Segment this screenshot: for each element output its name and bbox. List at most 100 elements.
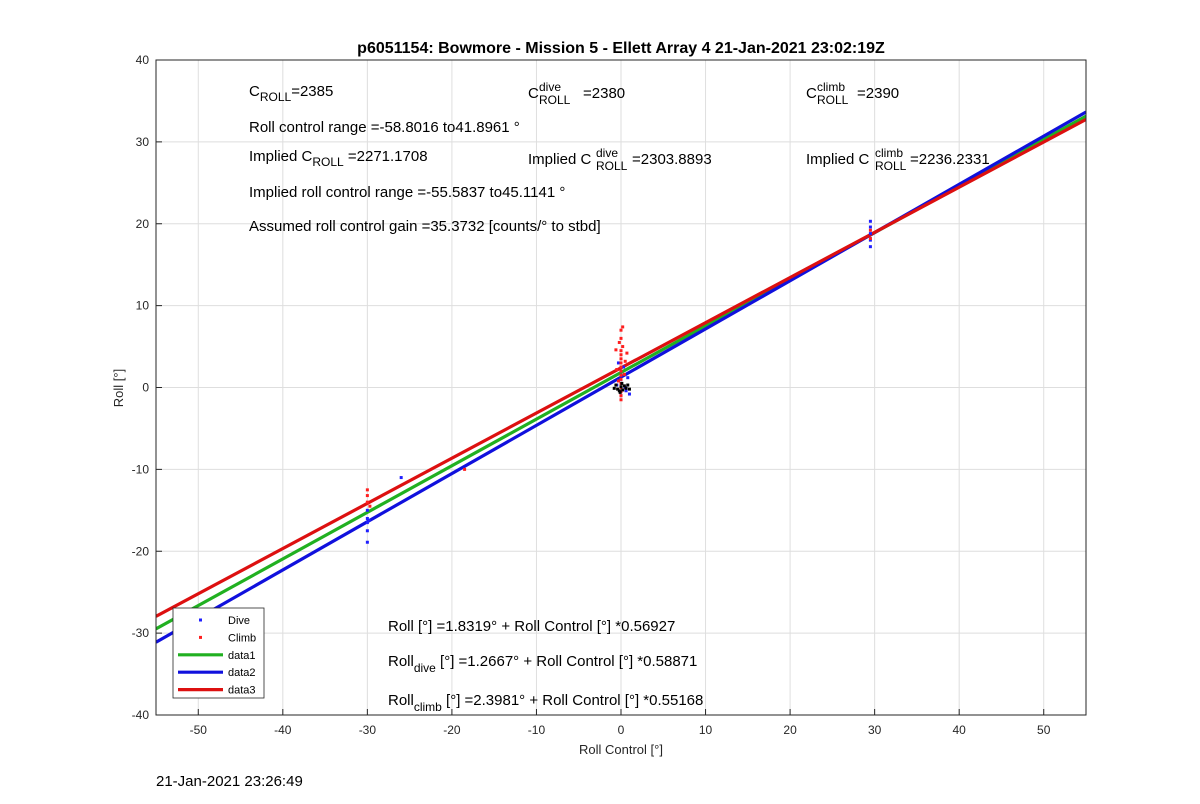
climb-point: [619, 336, 623, 340]
annotation-c-roll-climb-sup: climb: [817, 80, 845, 94]
y-tick-label: 20: [136, 217, 150, 231]
annotation-implied-c-roll-dive-value: =2303.8893: [632, 151, 712, 168]
climb-point: [868, 236, 872, 240]
y-tick-label: 10: [136, 299, 150, 313]
climb-point: [368, 504, 372, 508]
annotation-implied-c-roll-dive: Implied C: [528, 151, 592, 168]
annotation-implied-c-roll-dive-sub: ROLL: [596, 159, 628, 173]
dive-point: [365, 521, 369, 525]
x-axis-label: Roll Control [°]: [579, 742, 663, 757]
annotation-fit-all: Roll [°] =1.8319° + Roll Control [°] *0.…: [388, 618, 675, 635]
legend-label-dive: Dive: [228, 615, 250, 627]
annotation-c-roll-dive-sup: dive: [539, 80, 561, 94]
x-tick-label: 20: [783, 723, 797, 737]
dive-point: [622, 365, 626, 369]
x-tick-label: -10: [528, 723, 546, 737]
legend-marker-dive: [199, 618, 202, 622]
dive-point: [399, 476, 403, 480]
climb-point: [619, 365, 623, 369]
fit-line-data2: [156, 110, 1086, 644]
annotation-c-roll-dive: C: [528, 85, 539, 102]
dive-point: [868, 245, 872, 249]
dive-point: [868, 219, 872, 223]
x-tick-label: 50: [1037, 723, 1051, 737]
dive-point: [626, 376, 630, 380]
climb-point: [619, 398, 623, 402]
x-tick-label: 30: [868, 723, 882, 737]
print-timestamp: 21-Jan-2021 23:26:49: [156, 773, 303, 790]
climb-point: [622, 372, 626, 376]
climb-point: [623, 359, 627, 363]
dive-point: [616, 361, 620, 365]
plot-frame: [155, 59, 1087, 716]
climb-point: [868, 228, 872, 232]
climb-point: [615, 367, 619, 371]
y-axis-label: Roll [°]: [111, 369, 126, 407]
annotation-c-roll: CROLL=2385: [249, 83, 333, 104]
legend-marker-climb: [199, 635, 202, 639]
unlabeled-point: [626, 383, 630, 387]
climb-point: [463, 467, 467, 471]
climb-point: [625, 351, 629, 355]
climb-point: [619, 361, 623, 365]
unlabeled-point: [621, 388, 625, 392]
climb-point: [619, 377, 623, 381]
legend-box: [172, 607, 265, 699]
climb-point: [619, 353, 623, 357]
annotation-implied-c-roll-climb-sub: ROLL: [875, 159, 907, 173]
climb-point: [621, 325, 625, 329]
x-tick-label: 10: [699, 723, 713, 737]
annotation-c-roll-dive-value: =2380: [583, 85, 625, 102]
annotation-implied-c-roll-dive-sup: dive: [596, 146, 618, 160]
y-tick-label: -40: [132, 708, 150, 722]
dive-point: [365, 529, 369, 533]
climb-point: [619, 349, 623, 353]
annotation-implied-range: Implied roll control range =-55.5837 to4…: [249, 184, 565, 201]
annotation-fit-dive: Rolldive [°] =1.2667° + Roll Control [°]…: [388, 653, 697, 675]
climb-point: [621, 345, 625, 349]
x-tick-label: -50: [190, 723, 208, 737]
x-tick-label: -20: [443, 723, 461, 737]
dive-point: [365, 508, 369, 512]
x-tick-label: -30: [359, 723, 377, 737]
chart-title: p6051154: Bowmore - Mission 5 - Ellett A…: [357, 40, 885, 57]
unlabeled-point: [614, 383, 618, 387]
dive-point: [365, 517, 369, 520]
annotation-c-roll-climb-sub: ROLL: [817, 93, 849, 107]
annotation-implied-c-roll-climb: Implied C: [806, 151, 870, 168]
annotation-c-roll-climb: C: [806, 85, 817, 102]
unlabeled-point: [627, 387, 631, 391]
dive-point: [367, 518, 371, 522]
legend-label-data1: data1: [228, 650, 256, 662]
climb-point: [619, 328, 623, 332]
dive-point: [624, 389, 628, 393]
annotation-implied-c-roll: Implied CROLL =2271.1708: [249, 148, 428, 169]
legend: Dive Climb data1 data2 data3: [172, 607, 265, 699]
unlabeled-point: [622, 384, 626, 388]
climb-point: [619, 357, 623, 361]
climb-point: [619, 394, 623, 398]
unlabeled-point: [616, 387, 620, 391]
unlabeled-point: [619, 385, 623, 389]
y-tick-label: 0: [142, 381, 149, 395]
dive-point: [868, 238, 872, 242]
legend-label-data3: data3: [228, 685, 256, 697]
dive-point: [868, 225, 872, 229]
tick-labels: -50 -40 -30 -20 -10 0 10 20 30 40 50 -40 -30 -20 -10 0 1…: [132, 53, 1051, 737]
annotation-c-roll-climb-value: =2390: [857, 85, 899, 102]
plot-content: [156, 110, 1086, 644]
climb-point: [619, 369, 623, 373]
annotation-implied-c-roll-climb-value: =2236.2331: [910, 151, 990, 168]
y-tick-label: 40: [136, 53, 150, 67]
climb-point: [365, 494, 369, 498]
y-tick-label: -30: [132, 626, 150, 640]
x-tick-label: 40: [953, 723, 967, 737]
annotation-implied-c-roll-climb-sup: climb: [875, 146, 903, 160]
climb-point: [365, 500, 369, 504]
annotation-fit-climb: Rollclimb [°] =2.3981° + Roll Control [°…: [388, 692, 703, 714]
climb-point: [616, 379, 620, 383]
climb-point: [365, 488, 369, 492]
x-tick-label: -40: [274, 723, 292, 737]
dive-point: [365, 540, 369, 544]
unlabeled-point: [617, 389, 621, 393]
